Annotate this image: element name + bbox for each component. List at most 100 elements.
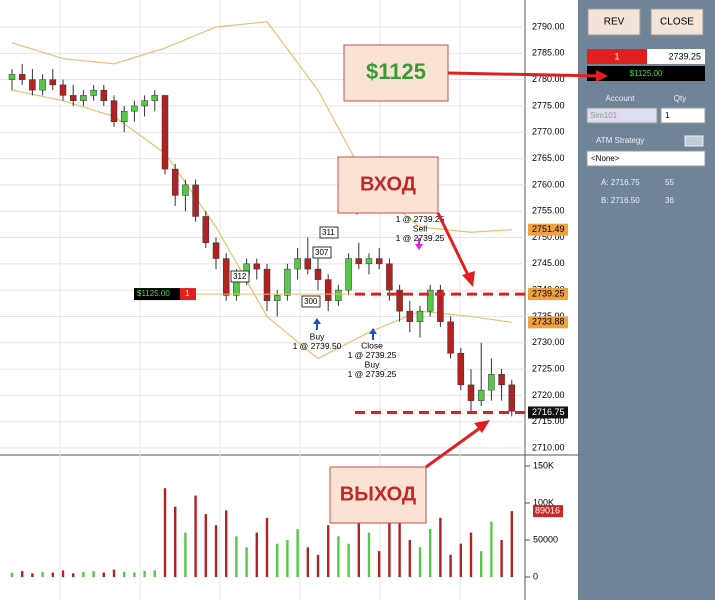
candle-body bbox=[39, 79, 46, 91]
candle-body bbox=[59, 84, 67, 96]
candle-body bbox=[386, 263, 393, 291]
trade-label: Buy bbox=[365, 359, 380, 369]
chart-bg bbox=[0, 0, 578, 600]
volume-bar bbox=[337, 536, 340, 577]
rev-button[interactable] bbox=[587, 8, 641, 36]
candle-body bbox=[488, 374, 495, 391]
volume-bar bbox=[296, 528, 299, 577]
bar-count: 312 bbox=[233, 272, 247, 281]
volume-bar bbox=[245, 547, 248, 577]
buy-arrow bbox=[313, 318, 321, 330]
volume-bar bbox=[418, 547, 422, 577]
candle-body bbox=[100, 89, 108, 101]
volume-bar bbox=[306, 547, 309, 577]
volume-bar bbox=[500, 540, 503, 577]
candle-body bbox=[447, 321, 454, 354]
close-button[interactable] bbox=[650, 8, 704, 36]
candle-body bbox=[406, 310, 414, 322]
atm-button[interactable] bbox=[684, 135, 704, 147]
v-tick-label: 100K bbox=[533, 497, 554, 507]
candle-body bbox=[49, 79, 57, 86]
y-tick-label: 2755.00 bbox=[532, 206, 565, 216]
volume-bar bbox=[123, 571, 126, 577]
pnl-text: $1125.00 bbox=[630, 69, 663, 78]
atm-label: ATM Strategy bbox=[596, 136, 644, 145]
profit-box bbox=[343, 44, 449, 102]
candle-body bbox=[29, 79, 36, 91]
bar-count-box bbox=[319, 226, 339, 239]
band bbox=[11, 21, 512, 233]
volume-bar bbox=[265, 517, 269, 577]
volume-bar bbox=[41, 571, 44, 577]
candle-body bbox=[304, 258, 312, 270]
price-box bbox=[647, 49, 705, 64]
volume-bar bbox=[82, 571, 85, 577]
arrowhead bbox=[462, 271, 475, 287]
volume-bar bbox=[510, 511, 513, 577]
volume-bar bbox=[21, 571, 24, 577]
volume-bar bbox=[367, 532, 371, 577]
qty-label: Qty bbox=[674, 94, 686, 103]
qty-input[interactable] bbox=[660, 107, 706, 124]
y-tick-label: 2780.00 bbox=[532, 74, 565, 84]
volume-bar bbox=[10, 572, 14, 577]
v-tick-label: 150K bbox=[533, 460, 554, 470]
candle-body bbox=[161, 95, 169, 170]
volume-bar bbox=[327, 525, 330, 577]
candle-body bbox=[110, 100, 118, 122]
account-select[interactable] bbox=[586, 107, 658, 124]
volume-bar bbox=[143, 571, 146, 577]
qty-box bbox=[587, 49, 647, 64]
price-flag bbox=[528, 316, 568, 329]
candle-body bbox=[324, 279, 332, 301]
bar-count: 307 bbox=[315, 248, 329, 257]
arrowhead bbox=[596, 70, 608, 82]
candle-body bbox=[263, 268, 271, 301]
volume-bar bbox=[31, 573, 34, 577]
ask-text: A: 2716.75 bbox=[601, 178, 640, 187]
profit-text: $1125 bbox=[366, 59, 426, 84]
candle-body bbox=[141, 100, 148, 107]
volume-bar bbox=[286, 540, 289, 577]
volume-bar bbox=[153, 570, 156, 577]
candle-body bbox=[212, 242, 220, 259]
volume-bar bbox=[174, 506, 177, 577]
candle-body bbox=[182, 184, 189, 196]
y-tick-label: 2785.00 bbox=[532, 48, 565, 58]
position-qty-box bbox=[180, 288, 196, 301]
annotations: $1125 ВХОД ВЫХОД bbox=[329, 44, 608, 524]
candle-body bbox=[508, 384, 516, 412]
trade-label: 1 @ 2739.25 bbox=[348, 350, 397, 360]
candle-body bbox=[151, 95, 159, 101]
price-flag bbox=[528, 223, 568, 236]
y-tick-label: 2790.00 bbox=[532, 21, 565, 31]
candle-body bbox=[222, 258, 230, 296]
volume-bar bbox=[480, 551, 483, 577]
y-tick-label: 2715.00 bbox=[532, 416, 565, 426]
candle-body bbox=[294, 258, 301, 270]
volume-bar bbox=[469, 532, 473, 577]
y-tick-label: 2775.00 bbox=[532, 100, 565, 110]
bar-count: 300 bbox=[304, 297, 318, 306]
sell-arrow bbox=[415, 238, 423, 250]
volume-bar bbox=[388, 521, 391, 577]
band bbox=[11, 89, 512, 360]
ask-size: 55 bbox=[665, 178, 674, 187]
bar-count-box bbox=[312, 246, 332, 259]
price-flag-text: 2733.88 bbox=[532, 317, 565, 327]
trade-label: 1 @ 2739.25 bbox=[396, 214, 445, 224]
y-tick-label: 2745.00 bbox=[532, 258, 565, 268]
v-tick-label: 0 bbox=[533, 571, 538, 581]
y-tick-label: 2760.00 bbox=[532, 179, 565, 189]
candle-body bbox=[18, 74, 26, 80]
candle-body bbox=[253, 263, 261, 270]
pnl-box bbox=[587, 66, 705, 81]
close-text: CLOSE bbox=[660, 17, 694, 28]
bar-count-box bbox=[230, 270, 250, 283]
atm-select[interactable] bbox=[586, 150, 706, 167]
account-label: Account bbox=[606, 94, 636, 103]
entry-text: ВХОД bbox=[360, 173, 416, 195]
candle-body bbox=[273, 295, 281, 301]
